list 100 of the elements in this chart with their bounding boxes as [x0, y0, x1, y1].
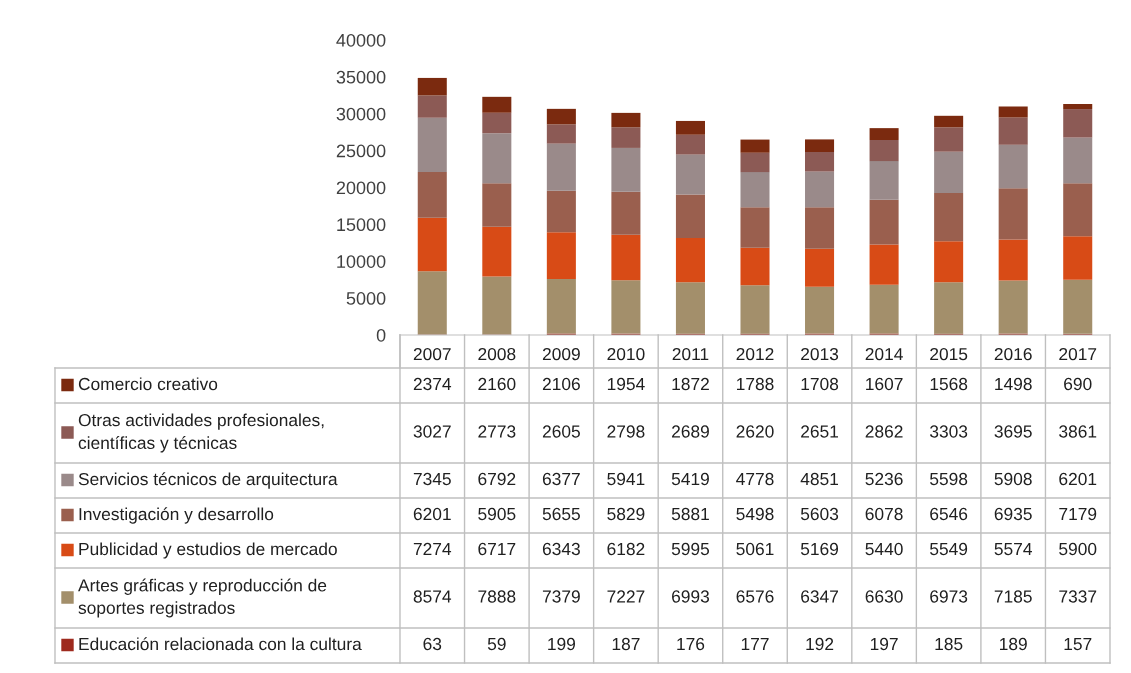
x-tick-label: 2007	[413, 347, 451, 361]
data-label: 3695	[994, 425, 1032, 438]
y-tick-label: 10000	[337, 255, 386, 268]
data-label: 7345	[413, 472, 451, 486]
data-label: 199	[548, 637, 576, 651]
data-label: 1872	[672, 377, 709, 391]
data-label: 7337	[1059, 590, 1097, 603]
y-tick-label: 30000	[336, 107, 386, 121]
data-label: 5549	[930, 542, 968, 556]
data-label: 5881	[671, 507, 709, 521]
y-tick-label: 0	[376, 328, 386, 342]
x-tick-label: 2013	[801, 347, 839, 361]
x-tick-label: 2014	[865, 347, 903, 361]
data-label: 1568	[930, 377, 968, 391]
data-label: 1788	[737, 377, 774, 391]
legend-label: Otras actividades profesionales, científicas y técnicas	[78, 413, 324, 453]
data-label: 197	[870, 637, 898, 651]
data-label: 5905	[478, 507, 516, 521]
data-label: 2773	[478, 425, 516, 438]
data-label: 5498	[736, 507, 774, 521]
data-label: 187	[612, 637, 640, 651]
data-label: 2651	[801, 425, 839, 438]
data-label: 8574	[413, 590, 452, 603]
data-label: 6377	[542, 472, 580, 486]
y-tick-label: 35000	[336, 70, 386, 84]
data-label: 6182	[607, 542, 645, 556]
data-label: 2862	[865, 425, 903, 438]
data-label: 5941	[607, 472, 645, 486]
data-label: 6993	[672, 590, 709, 603]
data-label: 5236	[865, 472, 903, 486]
data-label: 7274	[413, 542, 452, 555]
legend-label: Educación relacionada con la cultura	[79, 637, 362, 651]
x-tick-label: 2009	[542, 347, 580, 361]
data-label: 6078	[865, 507, 903, 521]
data-label: 5908	[994, 472, 1032, 486]
data-label: 5995	[671, 542, 710, 556]
data-label: 2605	[542, 425, 580, 438]
y-tick-label: 5000	[346, 292, 386, 305]
data-label: 5419	[671, 472, 709, 486]
data-label: 6935	[994, 507, 1032, 521]
x-tick-label: 2011	[672, 347, 709, 361]
data-label: 2374	[413, 377, 452, 391]
data-label: 189	[1000, 637, 1027, 651]
data-label: 5655	[542, 507, 580, 521]
data-label: 192	[806, 637, 834, 651]
y-tick-label: 20000	[336, 181, 386, 195]
data-label: 5598	[930, 472, 968, 486]
data-label: 6973	[930, 590, 968, 603]
data-label: 2689	[672, 425, 709, 438]
x-tick-label: 2010	[607, 347, 645, 361]
data-label: 4778	[736, 472, 774, 486]
legend-label: Publicidad y estudios de mercado	[79, 542, 337, 559]
data-label: 7227	[607, 590, 645, 603]
data-label: 2106	[542, 377, 580, 391]
data-label: 6546	[930, 507, 968, 521]
data-label: 157	[1064, 638, 1092, 651]
legend-label: Servicios técnicos de arquitectura	[78, 472, 338, 489]
data-label: 5829	[607, 507, 645, 521]
data-label: 2798	[607, 425, 645, 438]
data-label: 7379	[542, 590, 580, 603]
data-label: 185	[935, 637, 963, 651]
legend-label: Comercio creativo	[78, 377, 218, 391]
x-tick-label: 2017	[1059, 347, 1097, 361]
data-label: 5574	[994, 543, 1032, 556]
y-tick-label: 25000	[336, 144, 386, 158]
data-label: 1607	[866, 377, 903, 391]
x-tick-label: 2016	[994, 347, 1032, 361]
data-label: 6343	[542, 542, 580, 556]
data-label: 3861	[1059, 425, 1097, 438]
data-label: 2620	[736, 425, 774, 438]
data-label: 63	[423, 637, 442, 651]
data-label: 5440	[865, 542, 903, 556]
data-label: 1708	[801, 377, 839, 391]
data-label: 6201	[1059, 472, 1097, 486]
data-label: 7185	[994, 590, 1032, 603]
data-label: 5169	[800, 542, 839, 556]
data-label: 7179	[1059, 507, 1097, 521]
data-label: 7888	[478, 590, 516, 603]
data-label: 6201	[413, 507, 451, 521]
data-label: 4851	[800, 472, 839, 486]
data-label: 59	[487, 637, 506, 651]
data-label: 5061	[736, 542, 774, 556]
legend-label: Investigación y desarrollo	[79, 507, 274, 524]
data-label: 1954	[607, 377, 645, 391]
x-tick-label: 2015	[930, 347, 968, 361]
data-label: 690	[1064, 377, 1092, 391]
data-label: 6347	[801, 590, 838, 603]
data-label: 6630	[865, 590, 903, 603]
x-tick-label: 2012	[736, 347, 774, 361]
data-label: 3303	[929, 425, 968, 438]
data-label: 6792	[478, 472, 516, 486]
data-label: 177	[741, 638, 769, 650]
data-label: 6717	[478, 542, 516, 556]
data-label: 176	[677, 637, 705, 651]
x-tick-label: 2008	[478, 347, 516, 361]
legend-label: Artes gráficas y reproducción de soportes registrados	[78, 578, 327, 618]
data-label: 3027	[413, 425, 451, 438]
y-tick-label: 15000	[337, 218, 386, 232]
data-label: 1498	[995, 377, 1032, 391]
y-tick-label: 40000	[336, 33, 386, 47]
